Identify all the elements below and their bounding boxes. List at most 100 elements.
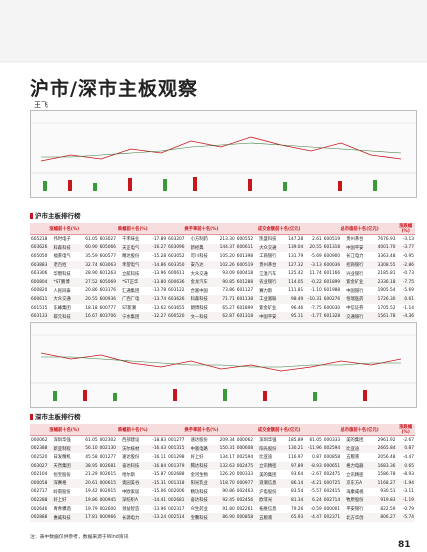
table-cell: 江淮汽车 <box>259 271 277 277</box>
table-cell: 822.59 <box>380 506 396 512</box>
table-cell: -1.94 <box>396 478 415 488</box>
table-cell: 600611 <box>235 243 259 253</box>
table-cell: -4.47 <box>304 513 323 522</box>
table-cell: 002261 <box>236 506 254 512</box>
table-cell: -17.89 <box>152 236 167 242</box>
table-cell: 002475 <box>323 472 341 478</box>
table-cell: -18.83 <box>152 437 167 443</box>
table-cell: 603122 <box>168 288 185 294</box>
table-cell: 立讯精密 <box>346 472 364 478</box>
table-cell: 61.05 <box>85 437 98 443</box>
table-cell: 五粮液 <box>258 513 284 522</box>
table-cell: 000333 <box>236 472 254 478</box>
table-cell: 奥园美谷 <box>121 478 147 488</box>
table-cell: 伟时电子 <box>53 237 71 243</box>
table-cell: 600820 <box>31 288 48 294</box>
table-cell: 好上好 <box>190 455 204 461</box>
column-header: 涨跌幅(%) <box>396 223 415 235</box>
table-cell: 惠威科技 <box>52 513 79 522</box>
table-cell: 601318 <box>322 243 346 253</box>
table-cell: 002714 <box>322 496 346 505</box>
table-cell: 1586.78 <box>377 472 396 478</box>
table-cell: 79.26 <box>290 506 304 512</box>
table-cell: 603706 <box>98 312 122 321</box>
table-cell: 1726.30 <box>370 295 397 304</box>
table-cell: 86.14 <box>283 478 305 488</box>
table-cell: 000858 <box>235 513 259 522</box>
table-cell: 腾达科技 <box>189 461 216 471</box>
table-cell: 青青稞酒 <box>53 507 71 513</box>
ranking-table: 涨幅前十名(%) 跌幅前十名(%) 换手率前十名(%) 成交金额前十名(亿元) 总市值前… <box>30 424 415 522</box>
table-cell: 601398 <box>236 253 254 259</box>
table-cell: 603133 <box>30 312 53 321</box>
table-cell: 71.71 <box>215 295 236 304</box>
table-cell: -13.80 <box>146 277 168 287</box>
table-cell: 16.67 <box>78 312 99 321</box>
table-cell: -4.21 <box>304 478 323 488</box>
table-cell: 002717 <box>31 489 48 495</box>
table-cell: 603306 <box>31 271 48 277</box>
table-cell: -1.10 <box>310 288 322 294</box>
table-cell: 001298 <box>168 454 185 460</box>
table-cell: 凯盛科技 <box>259 237 277 243</box>
table-cell: 人民同泰 <box>53 288 71 294</box>
table-cell: -3.13 <box>304 260 323 270</box>
table-cell: 73.86 <box>222 288 235 294</box>
table-cell: 118.70 <box>215 478 236 488</box>
table-cell: 002302 <box>99 437 116 443</box>
table-cell: 五粮液 <box>346 455 360 461</box>
table-cell: 601138 <box>235 295 259 304</box>
table-cell: -13.24 <box>146 513 168 522</box>
column-header: 换手率前十名(%) <box>167 223 236 235</box>
table-cell: 000615 <box>98 478 122 488</box>
table-cell: 002681 <box>98 461 122 471</box>
table-cell: 98.49 <box>283 295 305 304</box>
table-cell: 002520 <box>31 454 48 460</box>
table-cell: 禾望电气 <box>121 260 147 270</box>
table-cell: -2.67 <box>402 437 414 443</box>
column-header: 涨幅前十名(%) <box>30 424 99 436</box>
table-cell: 114.05 <box>283 277 305 287</box>
table-cell: 奋达科技 <box>189 496 216 505</box>
table-cell: 长江电力 <box>346 254 364 260</box>
table-cell: -13.78 <box>152 288 167 294</box>
table-cell: 17.81 <box>78 513 99 522</box>
table-cell: 144.37 <box>215 243 236 253</box>
table-cell: 600611 <box>30 295 53 304</box>
table-cell: 600519 <box>235 260 259 270</box>
table-cell: 中国银行 <box>346 288 364 294</box>
table-cell: 新经典 <box>189 243 216 253</box>
table-cell: 000977 <box>235 478 259 488</box>
table-cell: -8.93 <box>304 461 323 471</box>
table-cell: 紫金矿业 <box>345 277 371 287</box>
table-cell: 2961.92 <box>377 437 396 443</box>
table-cell: -16.84 <box>146 461 168 471</box>
table-cell: -13.74 <box>146 295 168 304</box>
table-cell: 农业银行 <box>258 277 284 287</box>
table-cell: 000062 <box>236 437 254 443</box>
table-row: 002888 惠威科技 17.81 000966 长源电力 -13.24 002514 宝馨科… <box>30 513 415 522</box>
table-cell: 919.83 <box>370 496 397 505</box>
table-cell: -15.06 <box>152 489 167 495</box>
table-cell: 930.51 <box>380 489 396 495</box>
table-cell: -15.87 <box>152 472 167 478</box>
table-cell: 002130 <box>98 444 122 454</box>
table-cell: 北方华创 <box>345 513 371 522</box>
table-cell: -1.14 <box>402 305 414 311</box>
table-cell: 2665.84 <box>370 444 397 454</box>
table-cell: 工业富联 <box>258 295 284 304</box>
table-cell: 20.86 <box>85 288 98 294</box>
table-cell: -3.13 <box>402 236 414 242</box>
table-cell: -5.57 <box>310 489 322 495</box>
table-cell: 18.18 <box>85 305 98 311</box>
table-cell: 002600 <box>99 506 116 512</box>
table-cell: 21.29 <box>85 472 98 478</box>
table-cell: 600552 <box>236 236 254 242</box>
table-cell: 招商银行 <box>345 260 371 270</box>
table-cell: 19.42 <box>85 489 98 495</box>
table-cell: 阳光乳业 <box>189 478 216 488</box>
table-cell: 90.85 <box>215 277 236 287</box>
table-cell: 恒宝股份 <box>53 472 71 478</box>
table-cell: 000058 <box>30 478 53 488</box>
table-cell: 105.20 <box>219 253 235 259</box>
